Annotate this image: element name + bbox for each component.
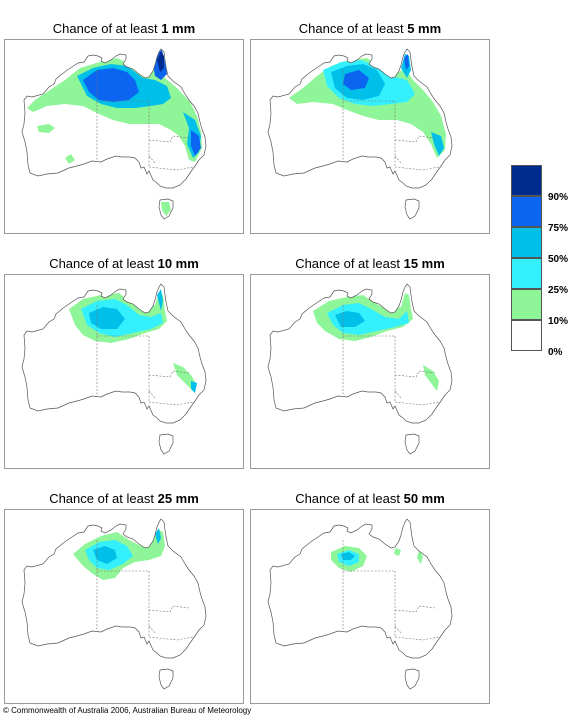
- map-panel-1mm: [4, 39, 244, 234]
- panel-title-50mm: Chance of at least 50 mm: [295, 491, 445, 506]
- legend-swatch-90-100: [511, 165, 542, 196]
- panel-title-25mm: Chance of at least 25 mm: [49, 491, 199, 506]
- legend-label-0: 0%: [548, 347, 563, 358]
- legend-swatch-75-90: [511, 196, 542, 227]
- legend-label-90: 90%: [548, 192, 569, 203]
- map-panel-10mm: [4, 274, 244, 469]
- legend-label-75: 75%: [548, 223, 569, 234]
- australia-map: [267, 518, 453, 690]
- australia-map: [267, 283, 453, 455]
- australia-map: [267, 48, 453, 220]
- legend-swatch-50-75: [511, 227, 542, 258]
- copyright-notice: © Commonwealth of Australia 2006, Austra…: [3, 706, 252, 715]
- legend-label-50: 50%: [548, 254, 569, 265]
- panel-title-15mm: Chance of at least 15 mm: [295, 256, 445, 271]
- map-panel-50mm: [250, 509, 490, 704]
- legend-label-25: 25%: [548, 285, 569, 296]
- legend-swatch-25-50: [511, 258, 542, 289]
- panel-title-10mm: Chance of at least 10 mm: [49, 256, 199, 271]
- map-panel-25mm: [4, 509, 244, 704]
- map-panel-15mm: [250, 274, 490, 469]
- panel-title-5mm: Chance of at least 5 mm: [298, 21, 442, 36]
- panel-title-1mm: Chance of at least 1 mm: [52, 21, 196, 36]
- australia-map: [21, 518, 207, 690]
- legend-swatch-0-10: [511, 320, 542, 351]
- legend-label-10: 10%: [548, 316, 569, 327]
- map-panel-5mm: [250, 39, 490, 234]
- australia-map: [21, 48, 207, 220]
- legend-swatch-10-25: [511, 289, 542, 320]
- australia-map: [21, 283, 207, 455]
